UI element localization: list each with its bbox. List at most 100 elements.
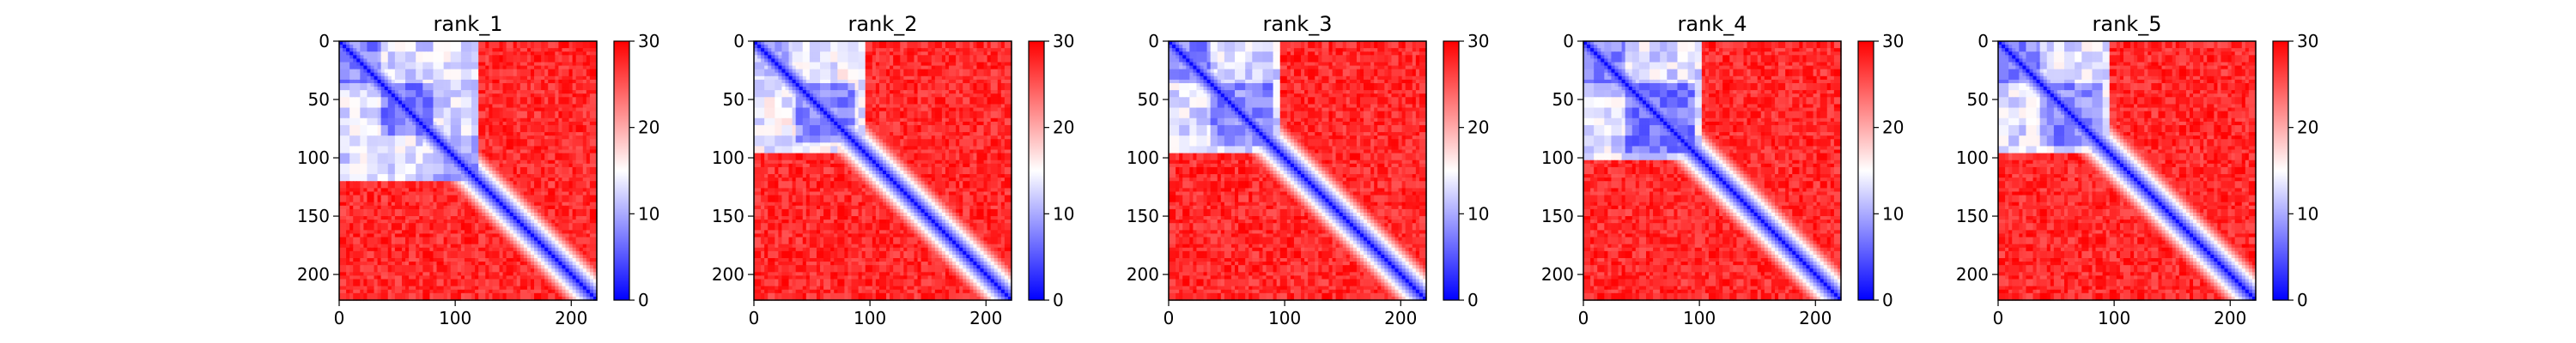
heatmap-cell bbox=[531, 45, 535, 49]
heatmap-cell bbox=[482, 66, 486, 70]
heatmap-cell bbox=[451, 142, 455, 147]
heatmap-cell bbox=[378, 199, 382, 203]
heatmap-cell bbox=[461, 69, 465, 74]
heatmap-cell bbox=[551, 83, 556, 87]
heatmap-cell bbox=[353, 255, 357, 259]
heatmap-cell bbox=[461, 258, 465, 262]
heatmap-cell bbox=[534, 48, 538, 52]
heatmap-cell bbox=[388, 251, 392, 256]
heatmap-cell bbox=[475, 244, 479, 249]
heatmap-cell bbox=[517, 80, 521, 84]
heatmap-cell bbox=[409, 135, 413, 140]
heatmap-cell bbox=[440, 125, 445, 129]
heatmap-cell bbox=[562, 255, 566, 259]
heatmap-cell bbox=[534, 146, 538, 150]
heatmap-cell bbox=[367, 213, 371, 217]
heatmap-cell bbox=[392, 233, 396, 238]
heatmap-cell bbox=[471, 111, 476, 116]
heatmap-cell bbox=[360, 233, 364, 238]
heatmap-cell bbox=[541, 164, 545, 168]
heatmap-cell bbox=[454, 167, 459, 172]
heatmap-cell bbox=[548, 181, 552, 185]
heatmap-cell bbox=[471, 178, 476, 182]
heatmap-cell bbox=[562, 58, 566, 63]
heatmap-cell bbox=[440, 122, 445, 126]
heatmap-cell bbox=[360, 129, 364, 133]
heatmap-cell bbox=[409, 93, 413, 98]
heatmap-cell bbox=[402, 135, 406, 140]
heatmap-cell bbox=[385, 111, 389, 116]
heatmap-cell bbox=[558, 174, 562, 178]
heatmap-cell bbox=[513, 258, 518, 262]
heatmap-cell bbox=[531, 188, 535, 192]
heatmap-cell bbox=[356, 58, 361, 63]
heatmap-cell bbox=[573, 150, 577, 154]
heatmap-cell bbox=[458, 90, 462, 94]
heatmap-cell bbox=[388, 122, 392, 126]
heatmap-cell bbox=[426, 244, 430, 249]
heatmap-cell bbox=[562, 139, 566, 143]
heatmap-cell bbox=[346, 66, 350, 70]
heatmap-cell bbox=[444, 174, 448, 178]
heatmap-cell bbox=[475, 226, 479, 231]
heatmap-cell bbox=[576, 93, 580, 98]
heatmap-cell bbox=[475, 125, 479, 129]
heatmap-cell bbox=[416, 199, 420, 203]
heatmap-cell bbox=[538, 122, 542, 126]
heatmap-cell bbox=[471, 233, 476, 238]
heatmap-cell bbox=[576, 238, 580, 242]
heatmap-cell bbox=[392, 171, 396, 175]
heatmap-cell bbox=[346, 150, 350, 154]
heatmap-cell bbox=[381, 213, 386, 217]
heatmap-cell bbox=[465, 118, 469, 123]
heatmap-cell bbox=[524, 132, 528, 136]
heatmap-cell bbox=[353, 160, 357, 165]
heatmap-cell bbox=[385, 146, 389, 150]
heatmap-cell bbox=[353, 216, 357, 220]
heatmap-cell bbox=[551, 199, 556, 203]
heatmap-cell bbox=[346, 216, 350, 220]
heatmap-cell bbox=[419, 58, 423, 63]
heatmap-cell bbox=[419, 255, 423, 259]
heatmap-cell bbox=[388, 100, 392, 105]
heatmap-cell bbox=[471, 164, 476, 168]
heatmap-cell bbox=[499, 233, 503, 238]
heatmap-cell bbox=[538, 73, 542, 77]
heatmap-cell bbox=[412, 268, 416, 273]
heatmap-cell bbox=[527, 220, 532, 224]
heatmap-cell bbox=[510, 255, 514, 259]
heatmap-cell bbox=[363, 132, 368, 136]
heatmap-cell bbox=[454, 129, 459, 133]
heatmap-cell bbox=[503, 178, 507, 182]
heatmap-cell bbox=[426, 125, 430, 129]
heatmap-cell bbox=[566, 223, 570, 227]
heatmap-cell bbox=[398, 153, 403, 158]
heatmap-cell bbox=[541, 83, 545, 87]
heatmap-cell bbox=[440, 115, 445, 119]
heatmap-cell bbox=[353, 66, 357, 70]
heatmap-cell bbox=[513, 55, 518, 59]
heatmap-cell bbox=[513, 241, 518, 245]
heatmap-cell bbox=[426, 213, 430, 217]
heatmap-cell bbox=[503, 209, 507, 214]
heatmap-cell bbox=[461, 230, 465, 234]
heatmap-cell bbox=[409, 76, 413, 81]
heatmap-cell bbox=[541, 202, 545, 207]
heatmap-cell bbox=[356, 241, 361, 245]
heatmap-cell bbox=[440, 248, 445, 252]
heatmap-cell bbox=[590, 104, 594, 108]
heatmap-cell bbox=[454, 216, 459, 220]
heatmap-cell bbox=[429, 129, 434, 133]
heatmap-cell bbox=[527, 146, 532, 150]
heatmap-cell bbox=[580, 178, 584, 182]
heatmap-cell bbox=[475, 93, 479, 98]
heatmap-cell bbox=[451, 87, 455, 91]
heatmap-cell bbox=[426, 73, 430, 77]
heatmap-cell bbox=[510, 268, 514, 273]
heatmap-cell bbox=[402, 48, 406, 52]
heatmap-cell bbox=[374, 268, 379, 273]
heatmap-cell bbox=[544, 80, 549, 84]
heatmap-cell bbox=[590, 153, 594, 158]
heatmap-cell bbox=[346, 268, 350, 273]
heatmap-cell bbox=[566, 184, 570, 189]
